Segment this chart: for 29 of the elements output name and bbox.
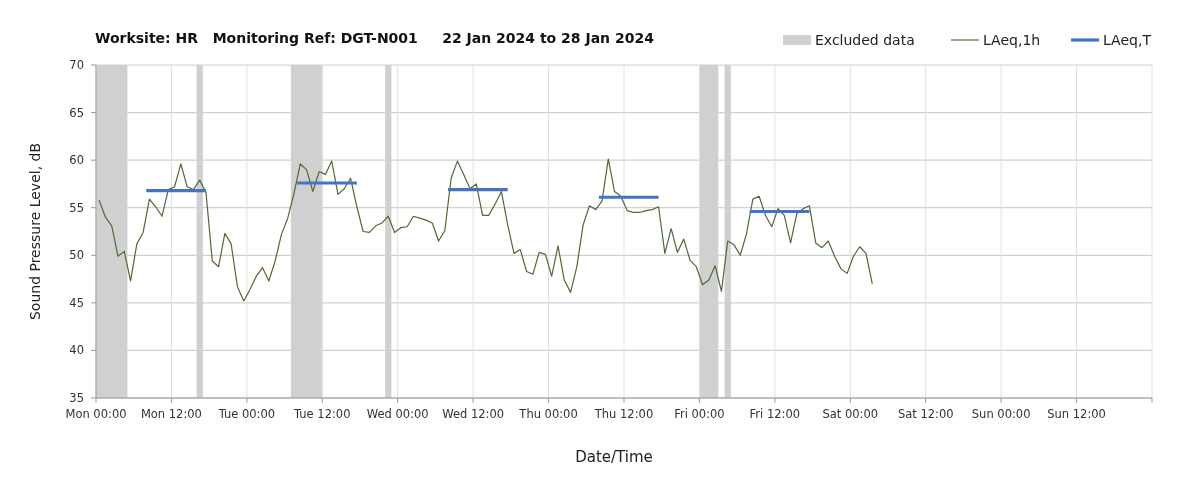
- y-tick-label: 60: [69, 153, 84, 168]
- y-tick-label: 35: [69, 391, 84, 405]
- y-tick-label: 65: [69, 105, 84, 120]
- x-tick-label: Sat 12:00: [897, 407, 954, 421]
- x-tick-label: Thu 12:00: [593, 407, 654, 421]
- y-axis-title: Sound Pressure Level, dB: [27, 142, 43, 321]
- y-tick-label: 50: [69, 248, 84, 263]
- y-tick-label: 70: [69, 58, 84, 72]
- x-tick-label: Sun 12:00: [1047, 407, 1106, 421]
- x-tick-label: Tue 12:00: [293, 407, 351, 421]
- x-tick-label: Sun 00:00: [971, 407, 1031, 421]
- x-tick-label: Tue 00:00: [217, 407, 276, 421]
- y-tick-label: 40: [69, 343, 84, 358]
- x-tick-label: Sat 00:00: [822, 407, 879, 421]
- y-tick-label: 55: [69, 200, 84, 215]
- x-tick-label: Mon 00:00: [65, 407, 127, 421]
- chart-title: Worksite: HR Monitoring Ref: DGT-N001 22 Jan 2024 to 28 Jan 2024: [95, 30, 655, 46]
- x-tick-label: Wed 00:00: [366, 407, 429, 421]
- x-tick-label: Thu 00:00: [518, 407, 578, 421]
- x-axis-title: Date/Time: [575, 448, 653, 466]
- x-tick-label: Wed 12:00: [442, 407, 505, 421]
- y-tick-label: 45: [69, 295, 84, 310]
- x-tick-label: Fri 12:00: [749, 407, 801, 421]
- x-tick-label: Fri 00:00: [674, 407, 725, 421]
- legend-label: Excluded data: [815, 32, 915, 48]
- x-tick-label: Mon 12:00: [140, 407, 202, 421]
- legend-label: LAeq,1h: [983, 32, 1041, 48]
- legend-label: LAeq,T: [1103, 32, 1152, 48]
- line-series: [98, 158, 873, 302]
